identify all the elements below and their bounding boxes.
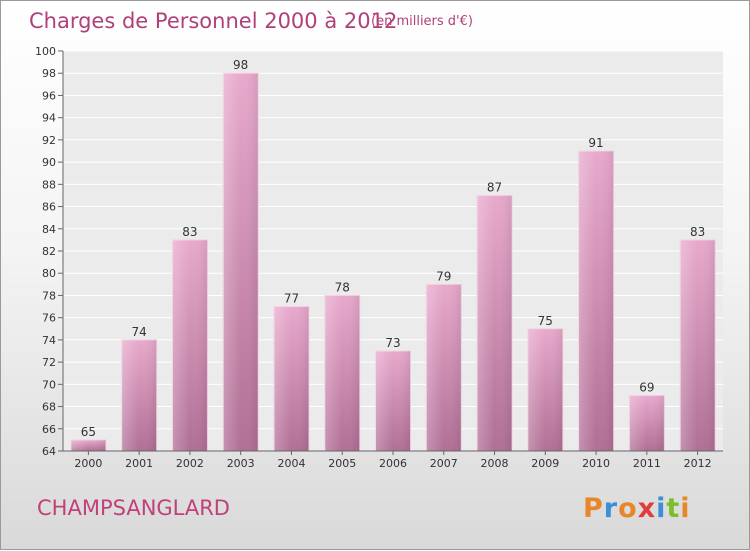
y-tick-label: 96	[42, 89, 56, 102]
x-tick-label: 2001	[125, 457, 153, 470]
bar-shade-2004	[273, 306, 309, 451]
value-label: 75	[538, 314, 553, 328]
chart-subtitle: (en milliers d'€)	[371, 14, 473, 29]
bar-shade-2009	[527, 328, 563, 451]
value-label: 73	[385, 336, 400, 350]
y-tick-label: 92	[42, 134, 56, 147]
chart-title: Charges de Personnel 2000 à 2012	[29, 9, 397, 33]
value-label: 83	[690, 225, 705, 239]
x-tick-label: 2010	[582, 457, 610, 470]
logo-letter: r	[604, 493, 618, 524]
proxiti-logo: Proxiti	[583, 493, 691, 524]
value-label: 69	[639, 380, 654, 394]
y-tick-label: 98	[42, 67, 56, 80]
logo-letter: i	[680, 493, 690, 524]
bar-shade-2006	[375, 351, 411, 451]
value-label: 79	[436, 269, 451, 283]
x-tick-label: 2003	[227, 457, 255, 470]
bar-shade-2002	[172, 239, 208, 451]
value-label: 91	[588, 136, 603, 150]
logo-letter: P	[583, 493, 604, 524]
value-label: 77	[284, 292, 299, 306]
x-tick-label: 2011	[633, 457, 661, 470]
bar-shade-2003	[223, 73, 259, 451]
y-tick-label: 90	[42, 156, 56, 169]
value-label: 78	[335, 280, 350, 294]
x-axis-ticks: 2000 2001 2002 2003 2004 2005 2006 2007 2008 2009…	[74, 451, 712, 470]
x-tick-label: 2005	[328, 457, 356, 470]
y-tick-label: 88	[42, 178, 56, 191]
logo-letter: t	[666, 493, 680, 524]
x-tick-label: 2006	[379, 457, 407, 470]
value-label: 87	[487, 180, 502, 194]
y-tick-label: 86	[42, 201, 56, 214]
y-axis-ticks: 64 66 68 70 72 74 76 78 80 82 84 86 88 90 92 94 96 98 100	[35, 45, 63, 458]
bar-shade-2000	[70, 439, 106, 451]
bar-shade-2001	[121, 339, 157, 451]
x-tick-label: 2000	[74, 457, 102, 470]
y-tick-label: 82	[42, 245, 56, 258]
logo-letter: x	[638, 493, 656, 524]
commune-name: CHAMPSANGLARD	[37, 496, 230, 520]
x-tick-label: 2004	[277, 457, 305, 470]
value-labels: 65 74 83 98 77 78 73 79 87 75 91 69 83	[81, 58, 706, 439]
bar-shade-2010	[578, 151, 614, 451]
y-tick-label: 78	[42, 289, 56, 302]
bar-shade-2008	[477, 195, 513, 451]
bars	[70, 72, 716, 452]
y-tick-label: 72	[42, 356, 56, 369]
y-tick-label: 66	[42, 423, 56, 436]
x-tick-label: 2012	[684, 457, 712, 470]
y-tick-label: 74	[42, 334, 56, 347]
y-tick-label: 70	[42, 378, 56, 391]
y-tick-label: 100	[35, 45, 56, 58]
y-tick-label: 80	[42, 267, 56, 280]
bar-shade-2011	[629, 395, 665, 451]
value-label: 74	[132, 325, 147, 339]
value-label: 83	[182, 225, 197, 239]
logo-letter: i	[656, 493, 666, 524]
bar-shade-2007	[426, 284, 462, 451]
y-tick-label: 84	[42, 223, 56, 236]
y-tick-label: 64	[42, 445, 56, 458]
value-label: 98	[233, 58, 248, 72]
x-tick-label: 2008	[481, 457, 509, 470]
x-tick-label: 2009	[531, 457, 559, 470]
x-tick-label: 2002	[176, 457, 204, 470]
bar-shade-2005	[324, 295, 360, 451]
y-tick-label: 76	[42, 312, 56, 325]
bar-shade-2012	[680, 239, 716, 451]
value-label: 65	[81, 425, 96, 439]
x-tick-label: 2007	[430, 457, 458, 470]
logo-letter: o	[618, 493, 638, 524]
y-tick-label: 94	[42, 112, 56, 125]
y-tick-label: 68	[42, 401, 56, 414]
